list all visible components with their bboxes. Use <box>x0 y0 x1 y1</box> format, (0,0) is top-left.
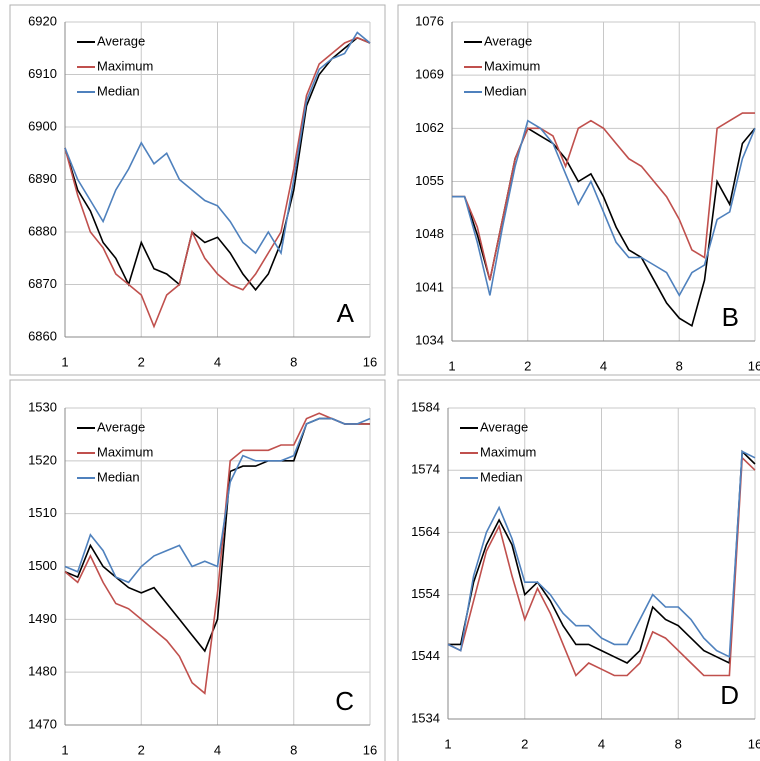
x-tick-label: 1 <box>61 742 68 757</box>
x-tick-label: 4 <box>600 358 607 373</box>
legend-label: Median <box>484 83 527 98</box>
y-tick-label: 1055 <box>415 173 444 188</box>
y-tick-label: 6880 <box>28 223 57 238</box>
legend-label: Average <box>97 419 145 434</box>
panel-frame <box>397 4 760 376</box>
legend-label: Average <box>97 33 145 48</box>
y-tick-label: 1034 <box>415 332 444 347</box>
x-tick-label: 8 <box>290 742 297 757</box>
y-tick-label: 1564 <box>411 524 440 539</box>
panel-frame <box>397 379 760 761</box>
panel: 1534 1544 1554 1564 1574 1584 1 2 4 8 16 Average Max… <box>397 379 760 761</box>
legend-label: Average <box>480 419 528 434</box>
series-line <box>64 36 371 329</box>
y-tick-label: 1530 <box>28 399 57 414</box>
y-tick-label: 1554 <box>411 586 440 601</box>
x-tick-label: 8 <box>676 358 683 373</box>
x-tick-label: 8 <box>675 736 682 751</box>
x-tick-label: 4 <box>214 742 221 757</box>
series-line <box>64 417 371 584</box>
panel: 6860 6870 6880 6890 6900 6910 6920 1 2 4 8 16 Averag… <box>9 4 386 376</box>
y-tick-label: 6890 <box>28 171 57 186</box>
y-tick-label: 6910 <box>28 66 57 81</box>
x-tick-label: 2 <box>524 358 531 373</box>
panel-label: D <box>720 680 739 710</box>
series-line <box>64 31 371 256</box>
y-tick-label: 1076 <box>415 13 444 28</box>
series-line <box>64 36 371 292</box>
x-tick-label: 16 <box>748 358 760 373</box>
x-tick-label: 1 <box>444 736 451 751</box>
x-tick-label: 16 <box>748 736 760 751</box>
x-tick-label: 1 <box>448 358 455 373</box>
y-tick-label: 6920 <box>28 13 57 28</box>
series-line <box>64 412 370 695</box>
series-line <box>447 450 756 659</box>
legend-label: Maximum <box>480 444 536 459</box>
y-tick-label: 1574 <box>411 462 440 477</box>
x-tick-label: 2 <box>521 736 528 751</box>
x-tick-label: 1 <box>61 354 68 369</box>
x-tick-label: 4 <box>214 354 221 369</box>
y-tick-label: 1480 <box>28 664 57 679</box>
panel-label: C <box>335 686 354 716</box>
y-tick-label: 1062 <box>415 120 444 135</box>
series-line <box>447 456 756 677</box>
series-line <box>452 119 756 298</box>
legend-label: Median <box>97 469 140 484</box>
panel-label: B <box>722 302 739 332</box>
x-tick-label: 2 <box>138 354 145 369</box>
x-tick-label: 16 <box>363 742 377 757</box>
y-tick-label: 1470 <box>28 716 57 731</box>
y-tick-label: 6860 <box>28 328 57 343</box>
legend-label: Median <box>97 83 140 98</box>
panel-label: A <box>337 298 355 328</box>
y-tick-label: 6870 <box>28 276 57 291</box>
legend-label: Maximum <box>97 58 153 73</box>
y-tick-label: 1544 <box>411 648 440 663</box>
panel-frame <box>9 379 386 761</box>
y-tick-label: 1510 <box>28 505 57 520</box>
series-line <box>448 449 756 665</box>
x-tick-label: 8 <box>290 354 297 369</box>
y-tick-label: 1048 <box>415 226 444 241</box>
legend-label: Median <box>480 469 523 484</box>
y-tick-label: 1534 <box>411 710 440 725</box>
legend-label: Maximum <box>484 58 540 73</box>
series-line <box>452 112 755 281</box>
y-tick-label: 1500 <box>28 558 57 573</box>
panel: 1470 1480 1490 1500 1510 1520 1530 1 2 4 8 16 Averag… <box>9 379 386 761</box>
y-tick-label: 1490 <box>28 611 57 626</box>
legend-label: Maximum <box>97 444 153 459</box>
x-tick-label: 16 <box>363 354 377 369</box>
panel: 1034 1041 1048 1055 1062 1069 1076 1 2 4 8 16 Averag… <box>397 4 760 376</box>
y-tick-label: 6900 <box>28 118 57 133</box>
legend-label: Average <box>484 33 532 48</box>
x-tick-label: 2 <box>138 742 145 757</box>
y-tick-label: 1520 <box>28 452 57 467</box>
y-tick-label: 1041 <box>415 279 444 294</box>
y-tick-label: 1069 <box>415 67 444 82</box>
y-tick-label: 1584 <box>411 399 440 414</box>
x-tick-label: 4 <box>598 736 605 751</box>
